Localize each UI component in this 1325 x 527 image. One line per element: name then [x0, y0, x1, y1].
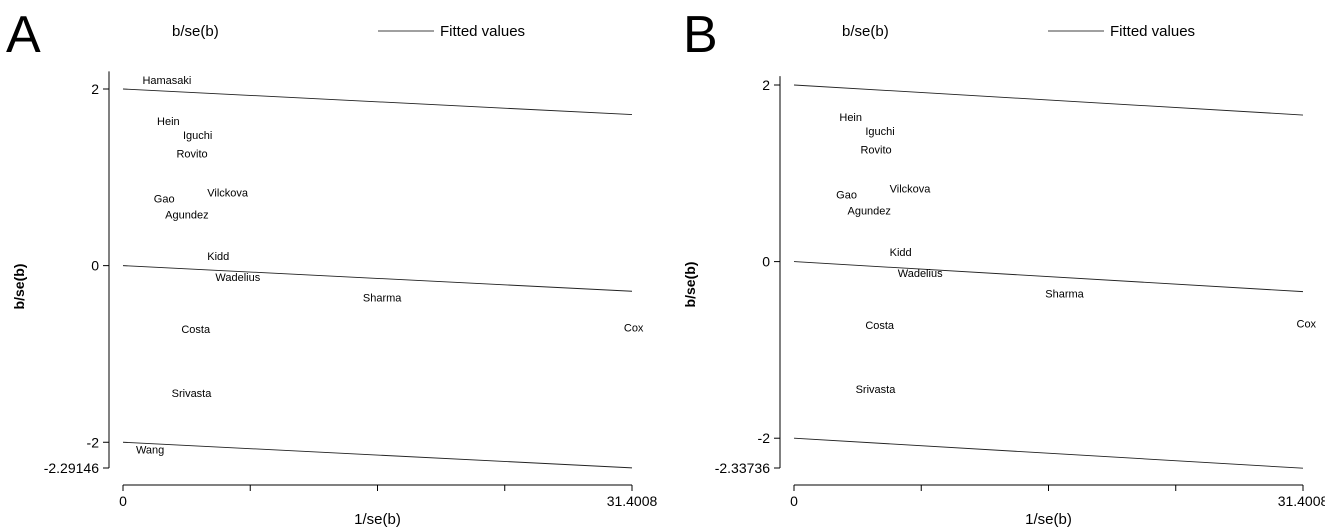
study-point-label: Gao	[836, 189, 857, 201]
y-axis-title: b/se(b)	[682, 262, 698, 308]
study-point-label: Srivasta	[856, 384, 897, 396]
x-axis-title: 1/se(b)	[1025, 511, 1072, 527]
study-point-label: Vilckova	[890, 183, 932, 195]
x-tick-label: 31.4008	[607, 493, 658, 509]
study-point-label: Sharma	[1045, 288, 1084, 300]
panel-letter: A	[6, 6, 41, 64]
study-point-label: Costa	[181, 324, 211, 336]
y-tick-label: 2	[762, 77, 770, 93]
study-point-label: Wadelius	[215, 272, 260, 284]
x-tick-label: 31.4008	[1278, 493, 1325, 509]
y-tick-label: 0	[91, 258, 99, 274]
y-tick-label: 2	[91, 81, 99, 97]
fitted-line	[793, 261, 1304, 293]
study-point-label: Rovito	[176, 148, 207, 160]
study-point-label: Cox	[624, 322, 644, 334]
study-point-label: Sharma	[363, 292, 402, 304]
x-axis-title: 1/se(b)	[354, 511, 401, 527]
study-point-label: Hamasaki	[142, 75, 191, 87]
study-point-label: Iguchi	[183, 130, 212, 142]
y-tick-label: -2	[758, 430, 771, 446]
legend-marker-label: b/se(b)	[172, 23, 219, 40]
fitted-line	[122, 88, 633, 116]
study-point-label: Hein	[157, 116, 180, 128]
y-axis-title: b/se(b)	[11, 264, 27, 310]
study-point-label: Agundez	[847, 205, 890, 217]
study-point-label: Agundez	[165, 209, 208, 221]
study-point-label: Rovito	[860, 144, 891, 156]
study-point-label: Costa	[865, 320, 895, 332]
study-point-label: Cox	[1297, 318, 1317, 330]
y-tick-label: 0	[762, 254, 770, 270]
y-tick-label: -2.33736	[715, 460, 770, 476]
x-tick-label: 0	[790, 493, 798, 509]
study-point-label: Wang	[136, 444, 164, 456]
panel-letter: B	[683, 6, 718, 64]
study-point-label: Hein	[839, 112, 862, 124]
study-point-label: Iguchi	[865, 126, 894, 138]
study-point-label: Vilckova	[207, 187, 249, 199]
legend-marker-label: b/se(b)	[842, 23, 889, 40]
study-point-label: Wadelius	[898, 268, 943, 280]
study-point-label: Kidd	[207, 251, 229, 263]
study-point-label: Srivasta	[172, 388, 213, 400]
fitted-line	[122, 265, 633, 292]
study-point-label: Kidd	[890, 247, 912, 259]
study-point-label: Gao	[154, 194, 175, 206]
y-tick-label: -2	[87, 434, 100, 450]
y-tick-label: -2.29146	[44, 460, 99, 476]
fitted-line	[793, 437, 1304, 469]
legend-line-label: Fitted values	[1110, 23, 1195, 40]
legend-line-label: Fitted values	[440, 23, 525, 40]
fitted-line	[793, 84, 1304, 116]
x-tick-label: 0	[119, 493, 127, 509]
fitted-line	[122, 441, 633, 469]
